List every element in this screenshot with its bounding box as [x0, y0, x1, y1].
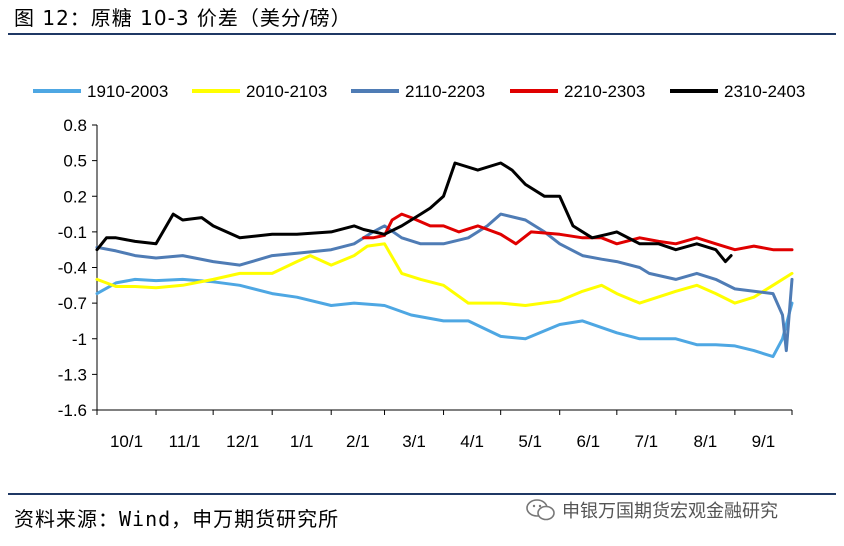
legend-label: 1910-2003 — [87, 82, 168, 101]
x-tick-label: 9/1 — [752, 432, 776, 451]
series-line — [95, 212, 794, 353]
legend-label: 2110-2203 — [405, 82, 485, 101]
x-tick-label: 4/1 — [460, 432, 484, 451]
bottom-divider — [8, 493, 836, 495]
series-line — [362, 212, 794, 252]
x-tick-label: 7/1 — [635, 432, 659, 451]
chart-title: 图 12：原糖 10-3 价差（美分/磅） — [14, 6, 352, 30]
y-tick-label: 0.2 — [63, 187, 87, 206]
x-tick-label: 6/1 — [576, 432, 600, 451]
series-lines — [95, 161, 794, 359]
x-tick-label: 8/1 — [694, 432, 718, 451]
source-note: 资料来源：Wind，申万期货研究所 — [14, 507, 340, 531]
series-line — [95, 242, 794, 307]
y-tick-label: -0.4 — [58, 259, 87, 278]
x-tick-label: 12/1 — [226, 432, 259, 451]
legend: 1910-2003 2010-2103 2110-2203 2210-2303 2310… — [33, 82, 805, 101]
legend-label: 2210-2303 — [564, 82, 645, 101]
y-tick-label: -1.6 — [58, 401, 87, 420]
axes: 0.8 0.5 0.2 -0.1 -0.4 -0.7 -1 -1.3 -1.6 10/1 11/1 1… — [58, 116, 793, 451]
legend-label: 2010-2103 — [246, 82, 327, 101]
x-tick-label: 2/1 — [346, 432, 370, 451]
wechat-icon — [526, 499, 555, 521]
line-chart: 1910-2003 2010-2103 2110-2203 2210-2303 2310… — [33, 82, 805, 451]
y-tick-label: -1 — [72, 330, 87, 349]
x-tick-label: 3/1 — [402, 432, 426, 451]
x-tick-label: 10/1 — [110, 432, 143, 451]
watermark: 申银万国期货宏观金融研究 — [526, 497, 778, 523]
y-tick-label: 0.8 — [63, 116, 87, 135]
watermark-text: 申银万国期货宏观金融研究 — [562, 501, 778, 522]
y-tick-label: 0.5 — [63, 152, 87, 171]
y-tick-label: -1.3 — [58, 365, 87, 384]
y-tick-label: -0.1 — [58, 223, 87, 242]
x-tick-label: 5/1 — [518, 432, 542, 451]
series-line — [95, 277, 794, 359]
y-tick-label: -0.7 — [58, 294, 87, 313]
top-divider — [8, 33, 836, 35]
legend-label: 2310-2403 — [724, 82, 805, 101]
series-line — [95, 161, 733, 264]
x-tick-label: 1/1 — [290, 432, 314, 451]
x-tick-label: 11/1 — [169, 432, 201, 451]
